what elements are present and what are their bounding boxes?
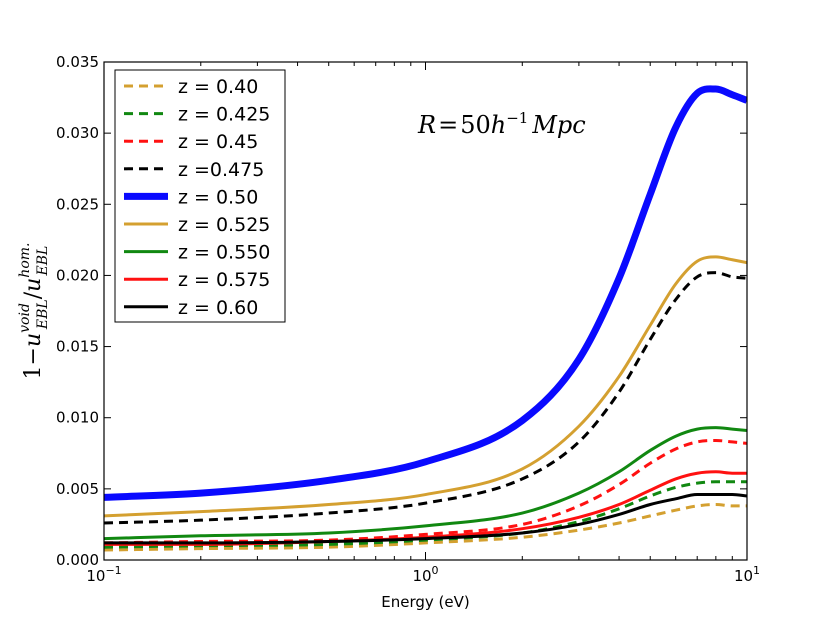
y-tick-label: 0.015 bbox=[56, 338, 99, 356]
series-line-7 bbox=[104, 426, 747, 541]
annotation-eq: = bbox=[438, 111, 458, 139]
series-line-4 bbox=[104, 271, 747, 525]
series-line-9 bbox=[104, 493, 747, 545]
y-label-lead: 1− bbox=[21, 347, 46, 379]
legend-label-8: z = 0.575 bbox=[178, 269, 270, 291]
series-line-6 bbox=[104, 255, 747, 518]
y-tick-label: 0.025 bbox=[56, 195, 99, 213]
y-tick-label: 0.005 bbox=[56, 480, 99, 498]
ticks-layer: 0.000 0.005 0.010 0.015 0.020 0.025 0.030 0.035… bbox=[56, 53, 760, 585]
x-tick-label: 101 bbox=[734, 564, 760, 585]
y-label-slash: / bbox=[21, 291, 46, 299]
legend-label-9: z = 0.60 bbox=[178, 297, 258, 319]
y-label-den-sup: hom. bbox=[17, 243, 33, 278]
series-line-2 bbox=[104, 480, 747, 549]
y-label-num-sub: EBL bbox=[35, 299, 51, 330]
series-layer bbox=[104, 85, 747, 552]
x-axis-label: Energy (eV) bbox=[381, 593, 469, 611]
y-tick-label: 0.020 bbox=[56, 266, 99, 284]
y-label-sym-2: u bbox=[21, 278, 46, 292]
legend-label-2: z = 0.425 bbox=[178, 104, 270, 126]
y-tick-label: 0.030 bbox=[56, 124, 99, 142]
annotation-unit: Mpc bbox=[531, 111, 585, 139]
y-label-sym: u bbox=[21, 333, 46, 347]
series-line-5 bbox=[104, 85, 747, 501]
series-group bbox=[104, 85, 747, 552]
x-tick-label: 10−1 bbox=[86, 564, 121, 585]
legend-label-4: z =0.475 bbox=[178, 159, 264, 181]
annotation-h: h bbox=[491, 111, 506, 139]
y-tick-label: 0.035 bbox=[56, 53, 99, 71]
y-tick-label: 0.010 bbox=[56, 409, 99, 427]
series-line-1 bbox=[104, 503, 747, 552]
legend-label-6: z = 0.525 bbox=[178, 214, 270, 236]
annotation-exp: −1 bbox=[506, 109, 528, 127]
y-label-num-sup: void bbox=[17, 303, 33, 333]
y-axis-label: 1−uvoid EBL/uhom. EBL bbox=[17, 243, 51, 380]
legend-label-5: z = 0.50 bbox=[178, 186, 258, 208]
annotation-label: R=50h−1 Mpc bbox=[417, 109, 586, 139]
annotation-coef: 50 bbox=[460, 111, 491, 139]
y-label-den-sub: EBL bbox=[35, 246, 51, 277]
series-line-3 bbox=[104, 438, 747, 545]
plot-frame bbox=[103, 61, 748, 561]
legend-label-1: z = 0.40 bbox=[178, 76, 258, 98]
legend-label-7: z = 0.550 bbox=[178, 242, 270, 264]
y-tick-label: 0.000 bbox=[56, 551, 99, 569]
annotation-lhs: R bbox=[417, 111, 436, 139]
legend-label-3: z = 0.45 bbox=[178, 131, 258, 153]
x-tick-label: 100 bbox=[412, 564, 438, 585]
legend: z = 0.40 z = 0.425 z = 0.45 z =0.475 z = 0.5… bbox=[114, 69, 286, 323]
